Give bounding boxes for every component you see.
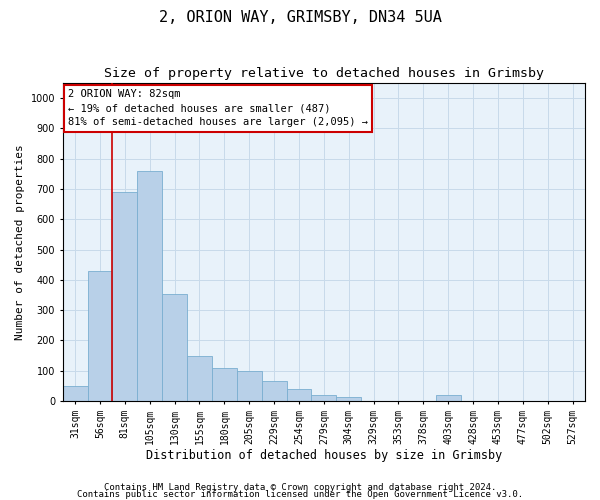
Bar <box>311 395 336 401</box>
Bar <box>237 371 262 401</box>
Bar <box>162 294 187 401</box>
Bar <box>187 356 212 401</box>
Bar <box>137 171 162 401</box>
Bar <box>336 396 361 401</box>
Bar <box>262 382 287 401</box>
Text: Contains public sector information licensed under the Open Government Licence v3: Contains public sector information licen… <box>77 490 523 499</box>
Bar <box>212 368 237 401</box>
Bar <box>62 386 88 401</box>
Text: 2, ORION WAY, GRIMSBY, DN34 5UA: 2, ORION WAY, GRIMSBY, DN34 5UA <box>158 10 442 25</box>
Bar <box>88 271 112 401</box>
Title: Size of property relative to detached houses in Grimsby: Size of property relative to detached ho… <box>104 68 544 80</box>
Bar <box>436 395 461 401</box>
Text: 2 ORION WAY: 82sqm
← 19% of detached houses are smaller (487)
81% of semi-detach: 2 ORION WAY: 82sqm ← 19% of detached hou… <box>68 90 368 128</box>
Y-axis label: Number of detached properties: Number of detached properties <box>15 144 25 340</box>
X-axis label: Distribution of detached houses by size in Grimsby: Distribution of detached houses by size … <box>146 450 502 462</box>
Text: Contains HM Land Registry data © Crown copyright and database right 2024.: Contains HM Land Registry data © Crown c… <box>104 484 496 492</box>
Bar <box>287 389 311 401</box>
Bar <box>112 192 137 401</box>
